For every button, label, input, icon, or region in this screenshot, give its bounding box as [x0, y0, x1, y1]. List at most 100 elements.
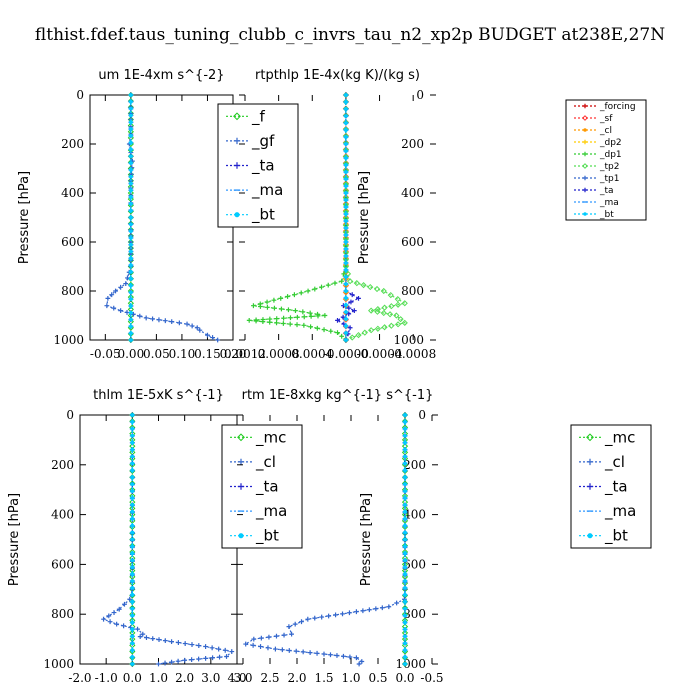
data-point [361, 329, 368, 336]
legend-item: _forcing [574, 102, 636, 112]
data-point [356, 661, 362, 667]
data-point [128, 133, 133, 138]
data-point [343, 254, 348, 258]
data-point [162, 660, 168, 666]
data-point [286, 307, 291, 313]
data-point [343, 156, 348, 160]
data-point [343, 324, 348, 328]
data-point [346, 311, 352, 317]
data-point [343, 268, 348, 272]
legend-label: _mc [604, 428, 635, 447]
data-point [182, 657, 188, 663]
legend-item: _tp1 [574, 174, 619, 184]
data-point [273, 646, 278, 652]
data-point [271, 297, 277, 303]
legend-label: _dp2 [599, 138, 622, 148]
x-tick-label: 2.0 [287, 671, 306, 685]
data-point [118, 284, 124, 290]
legend-marker [238, 533, 244, 539]
data-point [343, 240, 348, 244]
legend-item: _ta [226, 157, 275, 176]
data-point [169, 659, 174, 665]
data-point [128, 310, 133, 315]
data-point [403, 544, 407, 549]
data-point [130, 613, 135, 618]
data-point [312, 615, 318, 621]
series-line [102, 415, 234, 665]
data-point [381, 324, 388, 331]
data-point [130, 599, 135, 604]
data-point [301, 314, 307, 320]
data-point [128, 120, 133, 125]
legend-label: _tp1 [599, 174, 619, 184]
x-tick-label: 0.0 [395, 671, 414, 685]
data-point [286, 624, 292, 630]
data-point [314, 325, 320, 331]
data-point [403, 599, 407, 604]
data-point [118, 308, 124, 313]
data-point [388, 303, 395, 310]
data-point [319, 614, 325, 620]
data-point [197, 327, 203, 333]
data-point [260, 319, 266, 325]
data-point [130, 509, 135, 514]
data-point [114, 621, 120, 627]
panel-thlm: thlm 1E-5xK s^{-1}-2.0 -1.0 0.0 1.0 2.0 3.0 4.… [7, 388, 303, 685]
data-point [360, 282, 367, 289]
legend-item: _ma [579, 502, 636, 521]
data-point [347, 325, 353, 331]
data-point [343, 247, 348, 251]
panel-rtpthlp: rtpthlp 1E-4x(kg K)/(kg s) -0.0008-0.0004… [224, 68, 647, 361]
y-tick-label: 400 [403, 508, 426, 522]
data-point [298, 290, 304, 296]
data-point [222, 647, 228, 653]
data-point [128, 249, 133, 254]
data-point [305, 616, 311, 622]
data-point [343, 128, 348, 132]
data-point [325, 282, 331, 288]
data-point [403, 516, 407, 521]
legend-item: _ta [574, 186, 614, 196]
data-point [305, 288, 311, 294]
legend-marker [237, 483, 245, 490]
data-point [128, 113, 133, 118]
data-point [130, 565, 135, 570]
data-point [130, 641, 135, 646]
data-point [210, 655, 215, 661]
x-tick-label: -1.0 [95, 671, 118, 685]
data-point [123, 281, 129, 287]
data-point [366, 607, 372, 613]
data-point [106, 613, 112, 619]
legend-marker [233, 112, 241, 121]
data-point [380, 287, 387, 295]
x-tick-label: 4.0 [227, 671, 246, 685]
data-point [128, 208, 133, 213]
x-tick-label: -2.0 [68, 671, 91, 685]
panel-title: rtm 1E-8xkg kg^{-1} s^{-1} [242, 388, 434, 403]
legend-label: _ta [255, 478, 279, 497]
y-tick-label: 1000 [395, 657, 426, 671]
data-point [343, 114, 348, 118]
legend-label: _sf [599, 114, 613, 124]
data-point [128, 195, 133, 200]
data-point [359, 659, 365, 664]
data-point [367, 283, 374, 291]
data-point [343, 289, 348, 293]
legend-label: _ma [251, 181, 283, 200]
legend-item: _ma [574, 198, 619, 208]
data-point [343, 331, 348, 335]
figure-title: flthist.fdef.taus_tuning_clubb_c_invrs_t… [35, 25, 665, 45]
legend-item: _gf [226, 132, 275, 151]
legend-label: _ta [251, 157, 275, 176]
data-point [333, 612, 338, 618]
data-point [130, 585, 135, 590]
data-point [373, 606, 379, 612]
data-point [403, 551, 407, 556]
data-point [122, 601, 127, 607]
data-point [292, 621, 298, 627]
data-point [210, 335, 215, 340]
data-point [343, 219, 348, 223]
data-point [111, 610, 117, 615]
data-point [314, 650, 320, 656]
